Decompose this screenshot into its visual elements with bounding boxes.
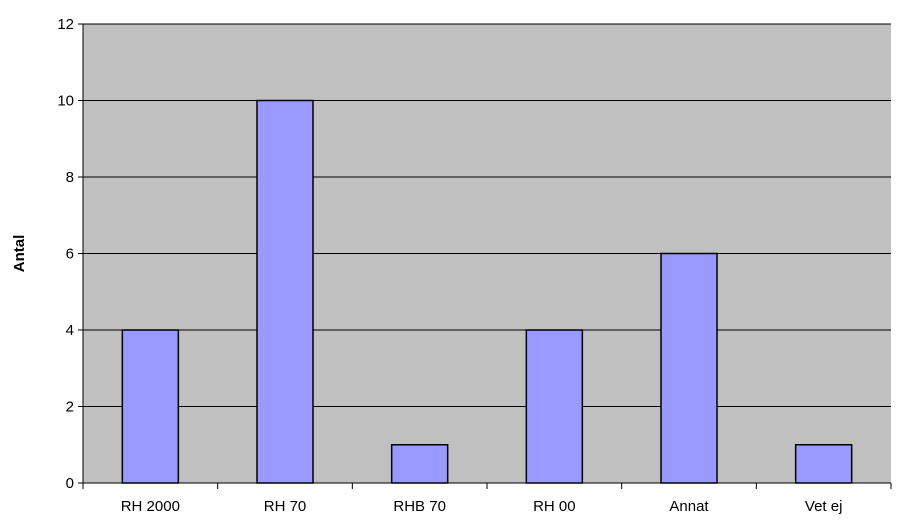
bar — [525, 329, 584, 484]
bar — [121, 329, 180, 484]
y-tick-label: 6 — [66, 246, 74, 263]
bar — [390, 444, 449, 484]
y-tick-label: 0 — [66, 475, 74, 492]
y-tick-label: 2 — [66, 399, 74, 416]
x-tick-label: RH 70 — [264, 498, 307, 515]
grid-lines — [83, 23, 891, 407]
bars — [121, 99, 853, 484]
bar — [794, 444, 853, 484]
y-tick-label: 4 — [66, 322, 74, 339]
y-tick-label: 10 — [57, 93, 74, 110]
x-tick-label: RH 00 — [533, 498, 576, 515]
x-tick-label: RHB 70 — [393, 498, 446, 515]
x-tick-labels: RH 2000 RH 70 RHB 70 RH 00 Annat Vet ej — [121, 498, 843, 515]
y-axis-title: Antal — [11, 235, 28, 273]
bar — [256, 99, 314, 484]
bar — [660, 252, 718, 484]
axes — [78, 23, 892, 489]
x-tick-label: RH 2000 — [121, 498, 180, 515]
y-tick-label: 12 — [57, 16, 74, 33]
x-tick-label: Vet ej — [805, 498, 843, 515]
y-tick-label: 8 — [66, 169, 74, 186]
y-tick-labels: 0 2 4 6 8 10 12 — [57, 16, 74, 492]
x-tick-label: Annat — [669, 498, 709, 515]
